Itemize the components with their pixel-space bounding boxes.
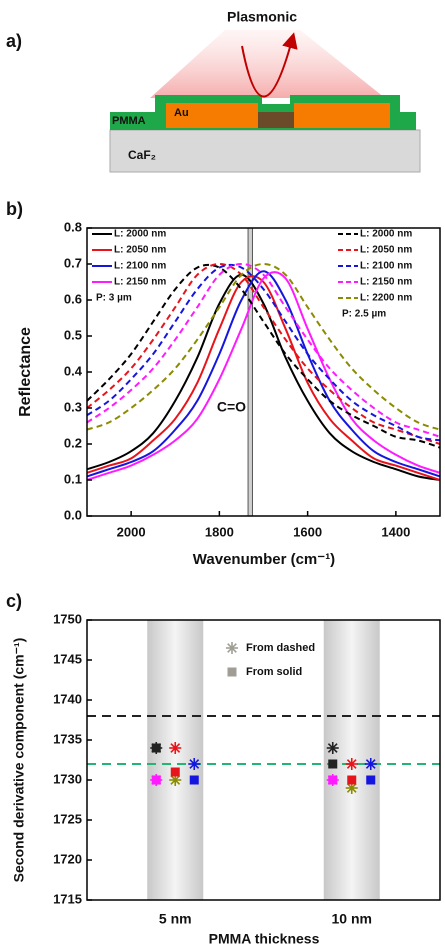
x-tick-label: 1600 <box>293 524 322 539</box>
y-tick-label: 0.6 <box>64 291 82 306</box>
asterisk-stroke <box>365 759 376 769</box>
light-cone <box>150 30 385 98</box>
legend-label: From solid <box>246 666 302 678</box>
legend-label: L: 2050 nm <box>360 245 412 256</box>
square-marker <box>347 775 357 785</box>
x-axis-title: Wavenumber (cm⁻¹) <box>193 551 335 568</box>
y-tick-label: 0.5 <box>64 327 82 342</box>
square-marker <box>328 775 338 785</box>
square-marker <box>170 767 180 777</box>
y-tick-label: 0.8 <box>64 219 82 234</box>
legend-label: L: 2200 nm <box>360 293 412 304</box>
square-shape <box>151 743 161 753</box>
panel-label: b) <box>6 199 23 219</box>
asterisk-stroke <box>170 743 181 753</box>
diagram: a) Plasmonic PMMA Au CaF₂ <box>6 9 421 173</box>
asterisk-marker <box>188 758 201 770</box>
legend-label: L: 2100 nm <box>360 261 412 272</box>
y-tick-label: 0.3 <box>64 399 82 414</box>
series-line <box>86 262 441 445</box>
y-tick-label: 1735 <box>53 731 82 746</box>
asterisk-marker <box>364 758 377 770</box>
legend-label: L: 2000 nm <box>360 229 412 240</box>
y-tick-label: 1725 <box>53 811 82 826</box>
legend-note: P: 3 µm <box>96 293 132 304</box>
series-line <box>86 263 441 449</box>
plot-frame <box>86 619 441 901</box>
band-label: C=O <box>217 399 246 415</box>
series-line <box>86 273 441 481</box>
y-tick-label: 1750 <box>53 611 82 626</box>
series-line <box>86 263 441 442</box>
square-marker <box>151 775 161 785</box>
y-tick-label: 1740 <box>53 691 82 706</box>
x-axis-title: PMMA thickness <box>209 931 320 947</box>
y-tick-label: 0.0 <box>64 507 82 522</box>
series-line <box>86 262 441 438</box>
asterisk-stroke <box>327 743 338 753</box>
au-block <box>166 103 258 128</box>
y-tick-label: 0.2 <box>64 435 82 450</box>
square-marker <box>151 743 161 753</box>
square-shape <box>328 759 338 769</box>
asterisk-stroke <box>227 643 237 653</box>
pmma-label: PMMA <box>112 115 146 127</box>
series-line <box>86 275 441 481</box>
au-label: Au <box>174 107 189 119</box>
legend-label: L: 2150 nm <box>114 277 166 288</box>
y-tick-label: 1715 <box>53 891 82 906</box>
x-tick-label: 5 nm <box>159 911 192 927</box>
y-tick-label: 0.4 <box>64 363 83 378</box>
y-tick-label: 0.7 <box>64 255 82 270</box>
substrate <box>109 129 421 173</box>
arrow <box>241 32 298 98</box>
y-tick-label: 0.1 <box>64 471 82 486</box>
legend-label: L: 2050 nm <box>114 245 166 256</box>
square-shape <box>366 775 376 785</box>
substrate-label: CaF₂ <box>128 148 156 162</box>
square-shape <box>170 767 180 777</box>
y-tick-label: 1745 <box>53 651 82 666</box>
highlight-band <box>247 227 253 517</box>
legend-label: From dashed <box>246 642 315 654</box>
x-tick-label: 2000 <box>117 524 146 539</box>
x-tick-label: 10 nm <box>332 911 372 927</box>
legend-label: L: 2100 nm <box>114 261 166 272</box>
asterisk-stroke <box>346 783 357 793</box>
square-marker <box>227 667 237 677</box>
square-shape <box>328 775 338 785</box>
square-shape <box>189 775 199 785</box>
x-tick-label: 1400 <box>381 524 410 539</box>
legend-label: L: 2000 nm <box>114 229 166 240</box>
gap <box>258 112 294 128</box>
diagram-title: Plasmonic <box>227 9 297 25</box>
panel-label: a) <box>6 31 22 51</box>
square-marker <box>189 775 199 785</box>
au-block <box>294 103 390 128</box>
y-axis-title: Second derivative component (cm⁻¹) <box>11 638 27 883</box>
series-line <box>86 271 441 481</box>
legend-label: L: 2150 nm <box>360 277 412 288</box>
y-tick-label: 1720 <box>53 851 82 866</box>
square-shape <box>151 775 161 785</box>
square-marker <box>328 759 338 769</box>
asterisk-marker <box>326 742 339 754</box>
y-tick-label: 1730 <box>53 771 82 786</box>
series-line <box>86 270 441 478</box>
y-axis-title: Reflectance <box>17 327 34 417</box>
square-shape <box>347 775 357 785</box>
legend-note: P: 2.5 µm <box>342 309 386 320</box>
asterisk-marker <box>345 758 358 770</box>
panel-label: c) <box>6 591 22 611</box>
square-shape <box>227 667 237 677</box>
asterisk-marker <box>169 742 182 754</box>
asterisk-marker <box>226 642 238 654</box>
asterisk-stroke <box>189 759 200 769</box>
asterisk-stroke <box>170 775 181 785</box>
asterisk-stroke <box>346 759 357 769</box>
x-tick-label: 1800 <box>205 524 234 539</box>
square-marker <box>366 775 376 785</box>
